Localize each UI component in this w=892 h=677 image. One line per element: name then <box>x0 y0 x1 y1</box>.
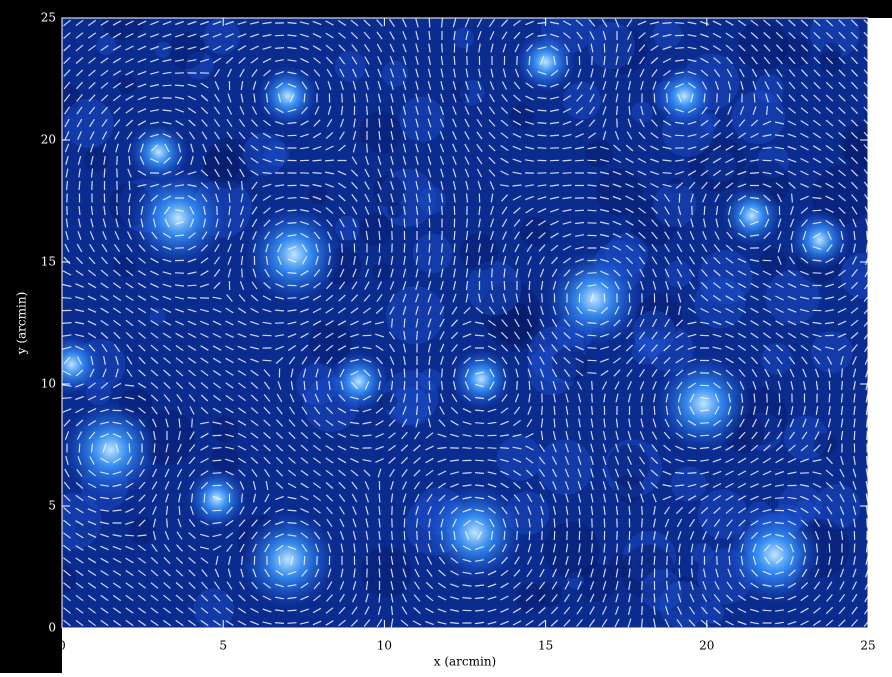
top-strip <box>0 0 892 18</box>
texture <box>588 22 635 69</box>
texture <box>671 466 706 501</box>
texture <box>203 18 240 55</box>
y-tick-label: 0 <box>48 621 56 635</box>
texture <box>308 185 327 204</box>
x-tick-label: 15 <box>538 639 553 653</box>
texture <box>335 216 360 241</box>
peak <box>187 469 247 529</box>
texture <box>453 28 474 49</box>
texture <box>113 255 136 278</box>
texture <box>399 97 444 142</box>
texture <box>563 82 601 120</box>
texture <box>373 263 392 282</box>
x-tick-label: 25 <box>860 639 875 653</box>
texture <box>653 184 696 227</box>
y-axis-label: y (arcmin) <box>15 292 29 356</box>
y-tick-label: 10 <box>41 377 56 391</box>
texture <box>64 99 113 148</box>
texture <box>633 310 676 353</box>
x-tick-label: 10 <box>377 639 392 653</box>
texture <box>359 111 401 153</box>
texture <box>814 433 838 457</box>
texture <box>732 91 785 144</box>
texture <box>149 308 165 324</box>
page: {"chart_data": {"type": "vector-map", "x… <box>0 0 892 673</box>
peak <box>546 251 642 347</box>
texture <box>359 213 393 247</box>
map <box>42 0 887 629</box>
texture <box>413 234 453 274</box>
y-tick-label: 15 <box>41 255 56 269</box>
x-tick-label: 20 <box>699 639 714 653</box>
y-tick-label: 25 <box>41 11 56 25</box>
texture <box>243 132 286 175</box>
texture <box>537 440 592 495</box>
texture <box>811 331 853 373</box>
texture <box>335 51 366 82</box>
y-tick-label: 20 <box>41 133 56 147</box>
texture <box>840 121 884 165</box>
texture <box>585 139 613 167</box>
texture <box>128 517 156 545</box>
y-tick-label: 5 <box>48 499 56 513</box>
texture <box>641 570 682 611</box>
texture <box>204 148 240 184</box>
texture <box>760 248 786 274</box>
left-strip <box>0 0 62 673</box>
x-tick-label: 0 <box>58 639 66 653</box>
texture <box>386 286 444 344</box>
x-axis-label: x (arcmin) <box>434 655 497 669</box>
texture <box>738 20 788 70</box>
texture <box>552 346 587 381</box>
texture <box>694 277 745 328</box>
texture <box>840 253 886 299</box>
chart: x (arcmin) y (arcmin) 0 5 10 15 20 25 0 5 10 15 20… <box>0 0 892 673</box>
x-tick-label: 5 <box>219 639 227 653</box>
texture <box>212 416 239 443</box>
texture <box>168 32 205 69</box>
texture <box>614 474 643 503</box>
texture <box>596 168 643 215</box>
peak <box>727 507 823 603</box>
texture <box>387 202 403 218</box>
texture <box>373 175 405 207</box>
